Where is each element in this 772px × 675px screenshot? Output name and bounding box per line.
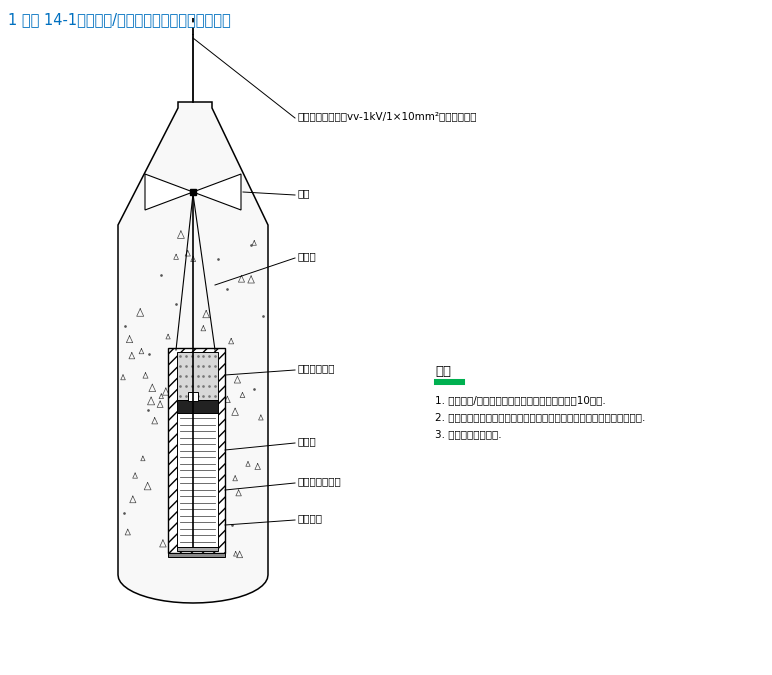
Text: 参比电极填料: 参比电极填料 xyxy=(297,363,334,373)
Bar xyxy=(177,413,218,547)
Bar xyxy=(188,392,198,401)
Polygon shape xyxy=(193,174,241,210)
Text: 端子: 端子 xyxy=(297,188,310,198)
Text: 棉布袋: 棉布袋 xyxy=(297,251,316,261)
Text: 说明: 说明 xyxy=(435,365,451,378)
Text: 1 附图 14-1：长效铜/硫酸铜参比电极结构示意图。: 1 附图 14-1：长效铜/硫酸铜参比电极结构示意图。 xyxy=(8,12,231,27)
Text: 2. 在参比电极安装前，必须在清水中进行充分浸泡，使填料与水充分混合.: 2. 在参比电极安装前，必须在清水中进行充分浸泡，使填料与水充分混合. xyxy=(435,412,645,422)
Text: 3. 图中尺寸以毫米计.: 3. 图中尺寸以毫米计. xyxy=(435,429,502,439)
Text: 陶瓷外壳: 陶瓷外壳 xyxy=(297,513,322,523)
Bar xyxy=(177,547,218,551)
Bar xyxy=(168,553,225,557)
Bar xyxy=(168,348,225,553)
Polygon shape xyxy=(118,102,268,603)
Text: 参比电极引出线（vv-1kV/1×10mm²，黄色护套）: 参比电极引出线（vv-1kV/1×10mm²，黄色护套） xyxy=(297,111,476,121)
Text: 饱和硫酸铜溶液: 饱和硫酸铜溶液 xyxy=(297,476,340,486)
Bar xyxy=(177,352,218,400)
Text: 1. 预包装铜/硫酸铜参比电极所需填料重量大约为10公斤.: 1. 预包装铜/硫酸铜参比电极所需填料重量大约为10公斤. xyxy=(435,395,606,405)
Polygon shape xyxy=(145,174,193,210)
Text: 纯铜线: 纯铜线 xyxy=(297,436,316,446)
Bar xyxy=(177,400,218,413)
